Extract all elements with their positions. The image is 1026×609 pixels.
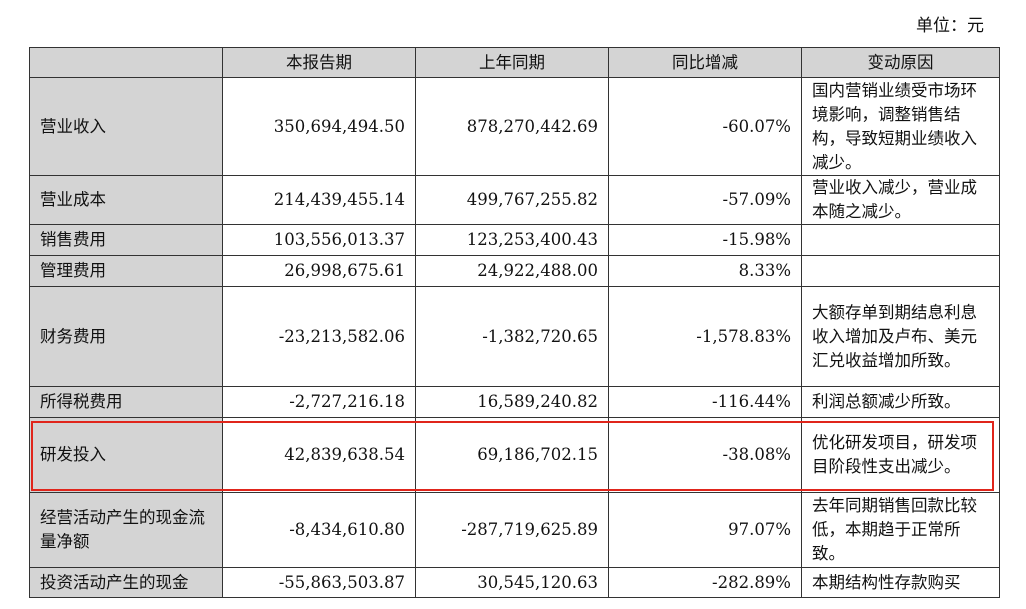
header-yoy-change: 同比增减	[608, 47, 802, 78]
reason-text	[801, 255, 1000, 287]
row-label: 营业成本	[29, 175, 223, 225]
prior-value: 123,253,400.43	[415, 224, 609, 256]
reason-text: 大额存单到期结息利息收入增加及卢布、美元汇兑收益增加所致。	[801, 286, 1000, 387]
prior-value: 499,767,255.82	[415, 175, 609, 225]
reason-text: 国内营销业绩受市场环境影响，调整销售结构，导致短期业绩收入减少。	[801, 77, 1000, 176]
reason-text: 优化研发项目，研发项目阶段性支出减少。	[801, 417, 1000, 493]
table-row: 投资活动产生的现金 -55,863,503.87 30,545,120.63 -…	[29, 567, 1000, 598]
change-value: -60.07%	[608, 77, 802, 176]
header-item	[29, 47, 223, 78]
financial-table: 本报告期 上年同期 同比增减 变动原因 营业收入 350,694,494.50 …	[29, 47, 1000, 598]
current-value: 214,439,455.14	[222, 175, 416, 225]
current-value: -55,863,503.87	[222, 567, 416, 598]
reason-text	[801, 224, 1000, 256]
row-label: 管理费用	[29, 255, 223, 287]
change-value: 97.07%	[608, 492, 802, 568]
current-value: 42,839,638.54	[222, 417, 416, 493]
row-label: 财务费用	[29, 286, 223, 387]
change-value: -15.98%	[608, 224, 802, 256]
row-label: 所得税费用	[29, 386, 223, 418]
change-value: -282.89%	[608, 567, 802, 598]
table-row: 所得税费用 -2,727,216.18 16,589,240.82 -116.4…	[29, 386, 1000, 418]
prior-value: 24,922,488.00	[415, 255, 609, 287]
prior-value: 69,186,702.15	[415, 417, 609, 493]
current-value: -2,727,216.18	[222, 386, 416, 418]
change-value: -116.44%	[608, 386, 802, 418]
row-label: 投资活动产生的现金	[29, 567, 223, 598]
table-row: 经营活动产生的现金流量净额 -8,434,610.80 -287,719,625…	[29, 492, 1000, 568]
table-row: 管理费用 26,998,675.61 24,922,488.00 8.33%	[29, 255, 1000, 287]
table-row-highlighted: 研发投入 42,839,638.54 69,186,702.15 -38.08%…	[29, 417, 1000, 493]
row-label: 经营活动产生的现金流量净额	[29, 492, 223, 568]
table-row: 营业成本 214,439,455.14 499,767,255.82 -57.0…	[29, 175, 1000, 225]
header-reason: 变动原因	[801, 47, 1000, 78]
change-value: -1,578.83%	[608, 286, 802, 387]
current-value: 103,556,013.37	[222, 224, 416, 256]
current-value: -8,434,610.80	[222, 492, 416, 568]
unit-label: 单位：元	[916, 16, 984, 36]
table-row: 营业收入 350,694,494.50 878,270,442.69 -60.0…	[29, 77, 1000, 176]
row-label: 营业收入	[29, 77, 223, 176]
reason-text: 去年同期销售回款比较低，本期趋于正常所致。	[801, 492, 1000, 568]
table-row: 销售费用 103,556,013.37 123,253,400.43 -15.9…	[29, 224, 1000, 256]
header-row: 本报告期 上年同期 同比增减 变动原因	[29, 47, 1000, 78]
current-value: -23,213,582.06	[222, 286, 416, 387]
reason-text: 本期结构性存款购买	[801, 567, 1000, 598]
prior-value: -287,719,625.89	[415, 492, 609, 568]
row-label: 研发投入	[29, 417, 223, 493]
table-row: 财务费用 -23,213,582.06 -1,382,720.65 -1,578…	[29, 286, 1000, 387]
prior-value: 878,270,442.69	[415, 77, 609, 176]
prior-value: 30,545,120.63	[415, 567, 609, 598]
change-value: -38.08%	[608, 417, 802, 493]
current-value: 350,694,494.50	[222, 77, 416, 176]
header-prior-period: 上年同期	[415, 47, 609, 78]
prior-value: -1,382,720.65	[415, 286, 609, 387]
reason-text: 利润总额减少所致。	[801, 386, 1000, 418]
reason-text: 营业收入减少，营业成本随之减少。	[801, 175, 1000, 225]
prior-value: 16,589,240.82	[415, 386, 609, 418]
change-value: -57.09%	[608, 175, 802, 225]
row-label: 销售费用	[29, 224, 223, 256]
change-value: 8.33%	[608, 255, 802, 287]
current-value: 26,998,675.61	[222, 255, 416, 287]
header-current-period: 本报告期	[222, 47, 416, 78]
